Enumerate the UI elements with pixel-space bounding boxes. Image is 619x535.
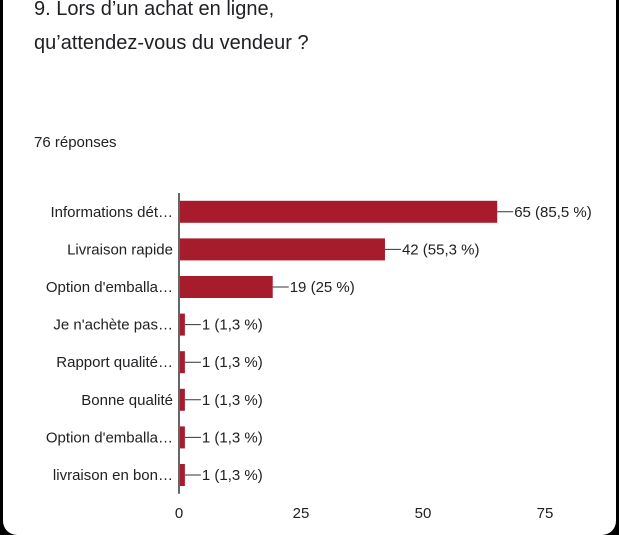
bar-7[interactable] bbox=[180, 426, 185, 449]
category-label: Informations dét… bbox=[50, 204, 173, 221]
bar-1[interactable] bbox=[180, 200, 498, 223]
x-tick-label: 50 bbox=[415, 505, 432, 522]
data-label: 1 (1,3 %) bbox=[202, 467, 263, 484]
category-label: Je n'achète pas… bbox=[53, 317, 173, 334]
bar-8[interactable] bbox=[180, 464, 185, 486]
question-card: 9. Lors d’un achat en ligne, qu’attendez… bbox=[3, 0, 616, 535]
x-tick-label: 0 bbox=[175, 505, 183, 522]
question-title: 9. Lors d’un achat en ligne, qu’attendez… bbox=[34, 0, 309, 54]
category-label: Option d'emballa… bbox=[46, 279, 173, 296]
response-count: 76 réponses bbox=[34, 134, 117, 151]
data-label: 1 (1,3 %) bbox=[202, 429, 263, 446]
data-label: 42 (55,3 %) bbox=[402, 241, 480, 258]
bar-chart: Informations dét… 65 (85,5 %) Livraison ra… bbox=[46, 193, 592, 522]
category-label: Bonne qualité bbox=[81, 392, 173, 409]
bar-4[interactable] bbox=[180, 313, 185, 336]
x-tick-label: 25 bbox=[293, 505, 310, 522]
data-label: 1 (1,3 %) bbox=[202, 317, 263, 334]
category-label: Livraison rapide bbox=[67, 241, 173, 258]
data-label: 19 (25 %) bbox=[290, 279, 355, 296]
category-label: livraison en bon… bbox=[53, 467, 173, 484]
bar-3[interactable] bbox=[180, 276, 273, 298]
bar-2[interactable] bbox=[180, 238, 385, 261]
data-label: 1 (1,3 %) bbox=[202, 354, 263, 371]
data-label: 1 (1,3 %) bbox=[202, 392, 263, 409]
data-label: 65 (85,5 %) bbox=[514, 204, 592, 221]
bar-6[interactable] bbox=[180, 388, 185, 411]
category-label: Rapport qualité… bbox=[56, 354, 173, 371]
category-label: Option d'emballa… bbox=[46, 429, 173, 446]
x-tick-label: 75 bbox=[537, 505, 554, 522]
bar-5[interactable] bbox=[180, 351, 185, 374]
